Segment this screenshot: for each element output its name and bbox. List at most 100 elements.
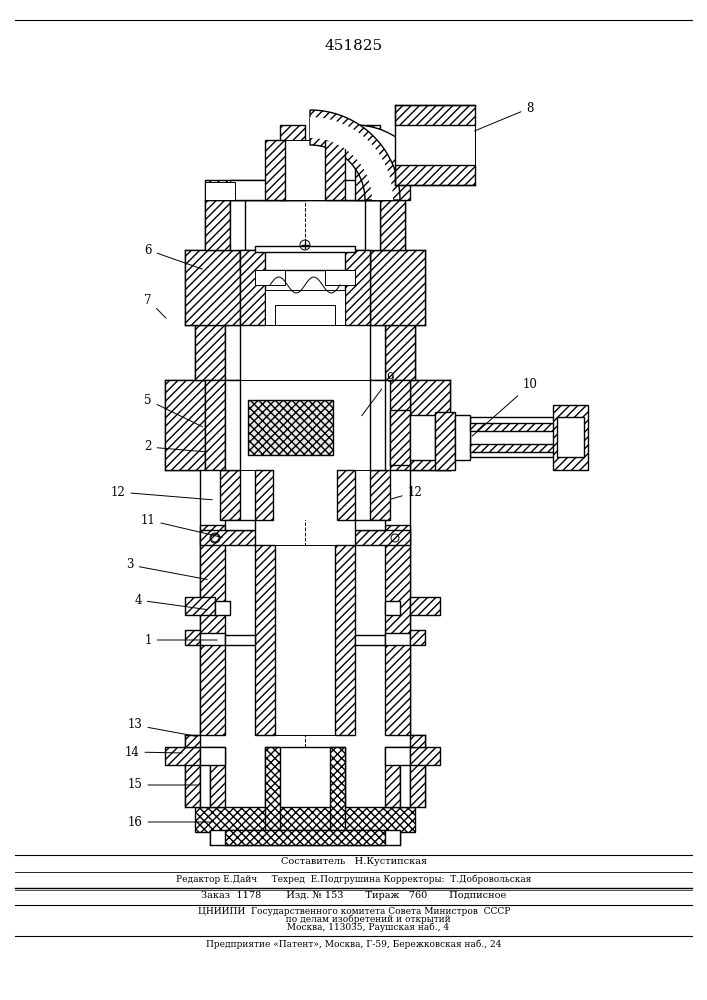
Text: Москва, 113035, Раушская наб., 4: Москва, 113035, Раушская наб., 4	[259, 922, 450, 932]
Bar	[385, 633, 410, 645]
Polygon shape	[310, 110, 400, 200]
Bar	[185, 250, 240, 325]
Bar	[385, 601, 400, 615]
Bar	[230, 180, 385, 200]
Bar	[185, 630, 200, 645]
Bar	[470, 423, 555, 431]
Bar	[200, 525, 225, 735]
Bar	[240, 325, 370, 380]
Bar	[165, 380, 205, 470]
Bar	[410, 597, 440, 615]
Bar	[400, 747, 410, 807]
Bar	[205, 200, 230, 250]
Bar	[200, 747, 210, 807]
Text: 4: 4	[134, 593, 207, 610]
Text: 11: 11	[141, 514, 222, 537]
Bar	[355, 545, 385, 735]
Bar	[370, 470, 390, 520]
Text: 14: 14	[124, 746, 182, 758]
Bar	[195, 325, 225, 380]
Bar	[410, 747, 425, 807]
Text: 6: 6	[144, 243, 202, 269]
Bar	[370, 325, 385, 380]
Bar	[385, 325, 415, 380]
Bar	[557, 417, 584, 457]
Text: по делам изобретений и открытий: по делам изобретений и открытий	[257, 914, 451, 924]
Bar	[273, 470, 337, 520]
Bar	[455, 415, 470, 460]
Bar	[255, 246, 355, 252]
Bar	[275, 545, 335, 735]
Bar	[470, 417, 555, 457]
Text: Составитель   Н.Кустипская: Составитель Н.Кустипская	[281, 857, 427, 866]
Bar	[390, 380, 410, 470]
Text: 9: 9	[362, 371, 394, 416]
Bar	[215, 601, 230, 615]
Bar	[205, 180, 410, 200]
Bar	[435, 412, 455, 470]
Bar	[200, 633, 225, 645]
Bar	[248, 400, 333, 455]
Bar	[210, 747, 225, 807]
Bar	[410, 747, 440, 765]
Text: ЦНИИПИ  Государственного комитета Совета Министров  СССР: ЦНИИПИ Государственного комитета Совета …	[198, 906, 510, 916]
Bar	[325, 140, 345, 200]
Bar	[240, 380, 370, 470]
Bar	[380, 200, 405, 250]
Text: 451825: 451825	[325, 39, 383, 53]
Bar	[225, 830, 385, 845]
Bar	[285, 140, 325, 200]
Bar	[395, 125, 475, 165]
Bar	[305, 125, 355, 200]
Text: 13: 13	[127, 718, 197, 736]
Bar	[337, 470, 355, 520]
Bar	[390, 410, 410, 465]
Bar	[410, 380, 450, 470]
Bar	[225, 380, 240, 470]
Bar	[330, 747, 345, 832]
Bar	[410, 735, 425, 747]
Bar	[355, 635, 385, 645]
Bar	[255, 470, 273, 520]
Bar	[185, 597, 215, 615]
Bar	[265, 747, 280, 832]
Bar	[470, 444, 555, 452]
Bar	[205, 380, 225, 470]
Bar	[265, 747, 345, 832]
Bar	[385, 747, 410, 765]
Text: 1: 1	[144, 634, 217, 647]
Bar	[255, 270, 285, 285]
Bar	[225, 325, 240, 380]
Bar	[280, 125, 305, 200]
Text: 12: 12	[391, 486, 422, 499]
Bar	[370, 380, 385, 470]
Bar	[225, 545, 255, 735]
Bar	[200, 747, 225, 765]
Bar	[385, 525, 410, 735]
Bar	[230, 200, 245, 250]
Text: 16: 16	[127, 816, 212, 828]
Bar	[410, 415, 435, 460]
Text: 8: 8	[474, 102, 534, 131]
Bar	[553, 405, 588, 470]
Bar	[385, 747, 400, 807]
Bar	[185, 735, 200, 747]
Bar	[210, 830, 400, 845]
Polygon shape	[265, 290, 345, 325]
Polygon shape	[280, 125, 408, 200]
Bar	[220, 470, 240, 520]
Text: 10: 10	[472, 378, 537, 436]
Text: 15: 15	[127, 778, 197, 792]
Bar	[325, 270, 355, 285]
Bar	[365, 200, 380, 250]
Bar	[355, 125, 380, 200]
Bar	[240, 250, 370, 270]
Bar	[200, 530, 255, 545]
Bar	[345, 250, 370, 325]
Bar	[395, 105, 475, 125]
Text: Редактор Е.Дайч     Техред  Е.Подгрушина Корректоры:  Т.Добровольская: Редактор Е.Дайч Техред Е.Подгрушина Корр…	[176, 874, 532, 884]
Bar	[225, 635, 255, 645]
Bar	[395, 125, 475, 165]
Bar	[165, 747, 200, 765]
Text: 12: 12	[110, 486, 212, 500]
